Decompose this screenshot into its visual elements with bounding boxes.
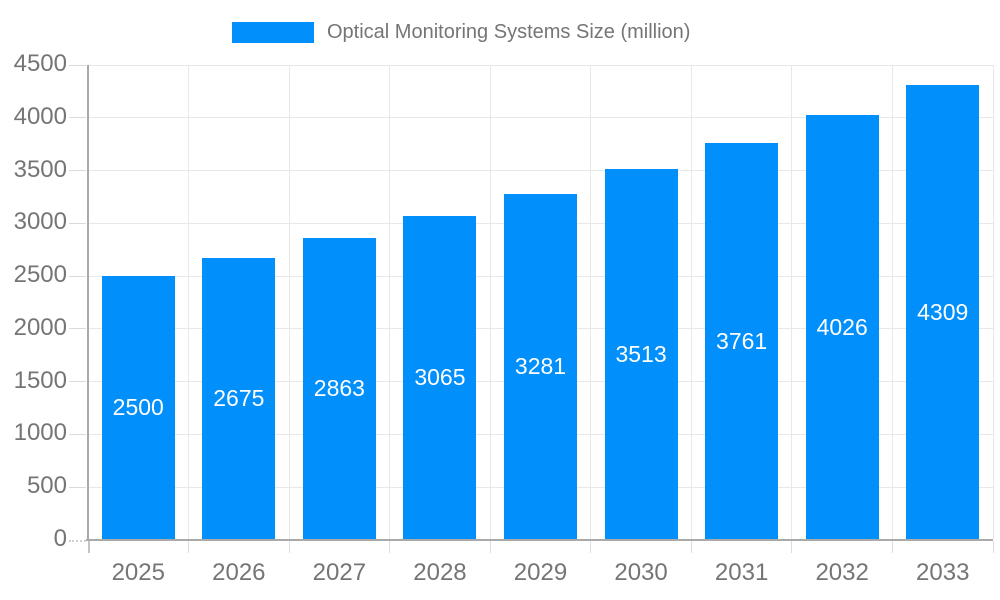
y-axis-tick — [69, 486, 86, 488]
gridline-vertical — [389, 65, 391, 539]
y-axis-tick — [69, 539, 86, 542]
bar-value-label: 2675 — [213, 384, 265, 411]
gridline-horizontal — [88, 170, 993, 172]
x-axis-tick — [690, 541, 692, 553]
y-axis-tick-label: 4000 — [13, 102, 67, 130]
y-axis-line — [87, 65, 89, 540]
gridline-vertical — [992, 65, 994, 539]
legend-swatch — [232, 22, 314, 43]
gridline-vertical — [188, 65, 190, 539]
bar[interactable] — [101, 276, 175, 540]
bar[interactable] — [604, 169, 678, 540]
bar[interactable] — [202, 257, 276, 540]
gridline-horizontal — [88, 117, 993, 119]
y-axis-tick-label: 3000 — [13, 208, 67, 236]
bar[interactable] — [302, 237, 376, 540]
y-axis-tick — [69, 275, 86, 277]
legend-item[interactable]: Optical Monitoring Systems Size (million… — [232, 21, 690, 44]
x-axis-tick — [992, 541, 994, 553]
gridline-vertical — [590, 65, 592, 539]
x-axis-tick-label: 2033 — [916, 559, 970, 586]
x-axis-line — [86, 539, 993, 541]
bar-value-label: 3761 — [716, 327, 768, 354]
gridline-vertical — [489, 65, 491, 539]
x-axis-tick-label: 2029 — [513, 559, 568, 586]
bar[interactable] — [403, 216, 477, 540]
y-axis-tick — [69, 117, 86, 119]
bar[interactable] — [906, 85, 980, 540]
y-axis-tick — [69, 328, 86, 330]
y-axis-tick — [69, 433, 86, 435]
y-axis-tick — [69, 64, 86, 66]
x-axis-tick — [389, 541, 391, 553]
bar-value-label: 4026 — [816, 313, 868, 340]
bar[interactable] — [805, 115, 879, 540]
bar-value-label: 3065 — [414, 364, 466, 391]
gridline-vertical — [791, 65, 793, 539]
x-axis-tick-label: 2030 — [614, 559, 668, 586]
x-axis-tick-label: 2032 — [815, 559, 869, 586]
y-axis-tick-label: 1000 — [13, 419, 67, 447]
x-axis-tick-label: 2026 — [212, 559, 266, 586]
y-axis-tick-label: 3500 — [13, 155, 67, 183]
y-axis-tick-label: 2500 — [13, 261, 67, 289]
bar-value-label: 2500 — [112, 394, 164, 421]
x-axis-tick-label: 2025 — [111, 559, 165, 586]
y-axis-tick-label: 1500 — [13, 366, 67, 394]
x-axis-tick — [590, 541, 592, 553]
gridline-vertical — [288, 65, 290, 539]
x-axis-tick-label: 2028 — [413, 559, 467, 586]
x-axis-tick — [891, 541, 893, 553]
x-axis-tick-label: 2027 — [312, 559, 367, 586]
bar[interactable] — [504, 193, 577, 540]
x-axis-tick — [87, 541, 90, 553]
bar-value-label: 2863 — [313, 374, 365, 401]
y-axis-tick-label: 2000 — [13, 313, 67, 341]
legend-label: Optical Monitoring Systems Size (million… — [327, 21, 691, 43]
x-axis-tick — [489, 541, 491, 553]
bar-value-label: 3281 — [514, 352, 567, 379]
y-axis-tick — [69, 170, 86, 172]
y-axis-tick-label: 4500 — [13, 50, 67, 77]
bar-value-label: 4309 — [917, 298, 969, 325]
x-axis-tick — [188, 541, 190, 553]
gridline-vertical — [690, 65, 692, 539]
bar-value-label: 3513 — [615, 340, 667, 367]
gridline-vertical — [891, 65, 893, 539]
gridline-horizontal — [88, 64, 993, 66]
x-axis-tick-label: 2031 — [714, 559, 769, 586]
bar[interactable] — [705, 143, 779, 540]
x-axis-tick — [288, 541, 290, 553]
y-axis-tick-label: 0 — [53, 525, 67, 552]
y-axis-tick — [69, 222, 86, 224]
y-axis-tick-label: 500 — [26, 472, 67, 500]
y-axis-tick — [69, 381, 86, 383]
x-axis-tick — [791, 541, 793, 553]
